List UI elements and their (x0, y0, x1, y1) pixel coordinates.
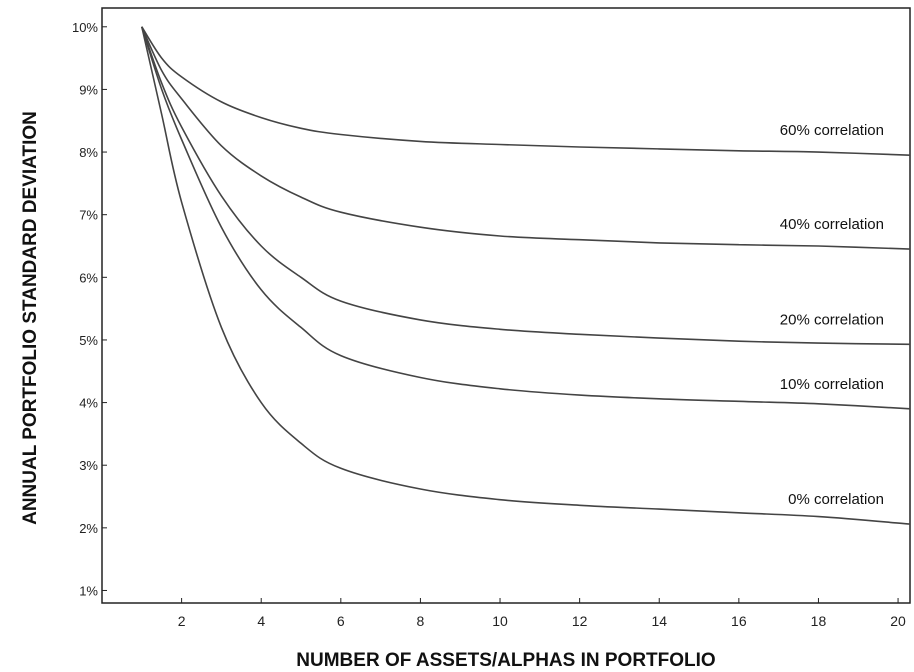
series-line-2 (141, 26, 911, 346)
y-tick-label: 7% (79, 208, 98, 223)
y-axis-ticks: 1% 2% 3% 4% 5% 6% 7% 8% 9% 10% (72, 20, 107, 598)
y-axis-title: ANNUAL PORTFOLIO STANDARD DEVIATION (20, 111, 41, 525)
x-tick-label: 20 (890, 613, 906, 629)
y-tick-label: 4% (79, 396, 98, 411)
series-line-1 (141, 26, 911, 250)
x-tick-label: 14 (651, 613, 667, 629)
y-tick-label: 1% (79, 583, 98, 598)
series-line-0 (141, 26, 911, 156)
x-axis-title: NUMBER OF ASSETS/ALPHAS IN PORTFOLIO (296, 650, 715, 671)
series-label: 20% correlation (780, 311, 884, 328)
x-tick-label: 18 (811, 613, 827, 629)
y-tick-label: 2% (79, 521, 98, 536)
y-tick-label: 5% (79, 333, 98, 348)
x-tick-label: 10 (492, 613, 508, 629)
x-tick-label: 4 (257, 613, 265, 629)
y-tick-label: 3% (79, 458, 98, 473)
series-layer (141, 26, 911, 525)
series-label: 60% correlation (780, 122, 884, 139)
plot-frame (101, 7, 911, 604)
series-labels: 60% correlation 40% correlation 20% correl… (780, 122, 884, 508)
series-label: 10% correlation (780, 376, 884, 393)
x-axis-ticks: 2 4 6 8 10 12 14 16 18 20 (178, 598, 906, 629)
x-tick-label: 2 (178, 613, 186, 629)
y-tick-label: 10% (72, 20, 98, 35)
y-tick-label: 9% (79, 82, 98, 97)
x-tick-label: 12 (572, 613, 588, 629)
x-tick-label: 16 (731, 613, 747, 629)
y-tick-label: 8% (79, 145, 98, 160)
series-line-4 (141, 26, 911, 525)
x-tick-label: 8 (417, 613, 425, 629)
series-line-3 (141, 26, 911, 410)
x-tick-label: 6 (337, 613, 345, 629)
series-label: 0% correlation (788, 491, 884, 508)
y-tick-label: 6% (79, 270, 98, 285)
series-label: 40% correlation (780, 216, 884, 233)
